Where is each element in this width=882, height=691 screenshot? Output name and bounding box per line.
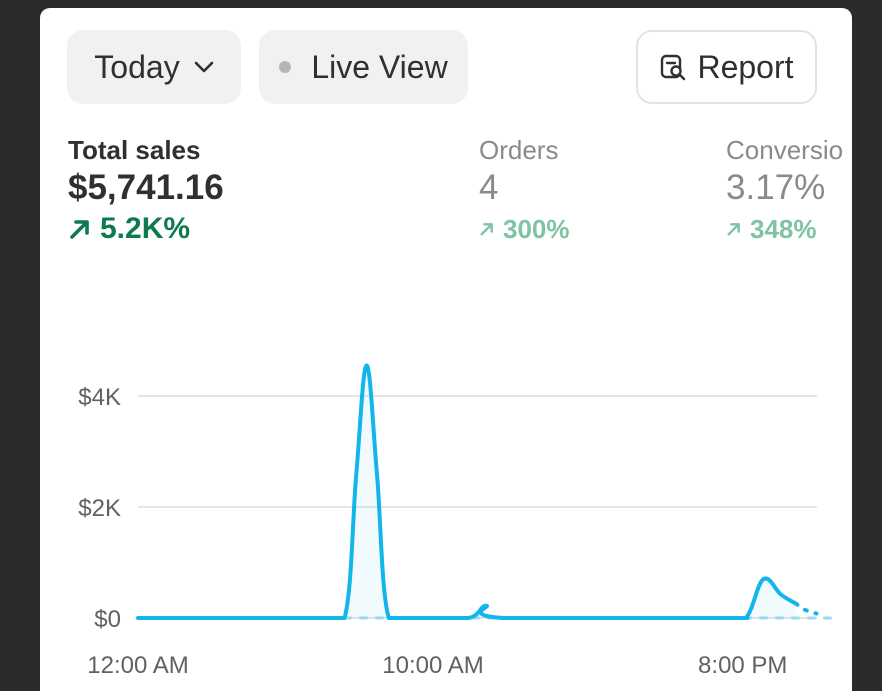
- arrow-up-right-icon: [479, 221, 495, 237]
- live-view-label: Live View: [311, 48, 448, 85]
- orders-label: Orders: [479, 135, 559, 165]
- y-tick-label: $4K: [78, 384, 121, 411]
- total-sales-metric[interactable]: Total sales $5,741.16 5.2K%: [68, 134, 224, 248]
- conversion-value: 3.17%: [726, 168, 826, 207]
- orders-change: 300%: [479, 210, 570, 248]
- report-label: Report: [697, 48, 794, 85]
- series-area: [138, 365, 796, 618]
- date-range-label: Today: [94, 48, 180, 85]
- x-tick-label: 10:00 AM: [382, 652, 483, 679]
- y-tick-label: $2K: [78, 495, 121, 522]
- report-icon: [659, 53, 687, 81]
- x-tick-label: 12:00 AM: [87, 652, 188, 679]
- sales-line-chart: $4K $2K $0 12:00 AM 10:00 AM 8:00 PM: [78, 363, 833, 679]
- total-sales-change-text: 5.2K%: [100, 212, 191, 245]
- arrow-up-right-icon: [726, 221, 742, 237]
- chart-gridlines: [138, 395, 817, 619]
- report-button[interactable]: Report: [636, 30, 817, 104]
- chart-series: [136, 363, 833, 621]
- x-axis-labels: 12:00 AM 10:00 AM 8:00 PM: [87, 652, 787, 679]
- series-line-dotted: [793, 601, 819, 616]
- total-sales-change: 5.2K%: [68, 210, 224, 248]
- conversion-label: Conversio: [726, 135, 844, 165]
- y-axis-labels: $4K $2K $0: [78, 384, 121, 633]
- x-tick-label: 8:00 PM: [698, 652, 787, 679]
- chevron-down-icon: [194, 61, 214, 73]
- y-tick-label: $0: [94, 606, 121, 633]
- total-sales-value: $5,741.16: [68, 168, 224, 207]
- live-view-button[interactable]: Live View: [259, 30, 468, 104]
- series-line-solid: [136, 363, 798, 621]
- conversion-change-text: 348%: [750, 214, 817, 244]
- total-sales-label: Total sales: [68, 135, 201, 165]
- date-range-dropdown[interactable]: Today: [67, 30, 241, 104]
- orders-metric[interactable]: Orders 4 300%: [479, 134, 570, 248]
- conversion-change: 348%: [726, 210, 843, 248]
- orders-value: 4: [479, 168, 499, 207]
- arrow-up-right-icon: [68, 217, 92, 241]
- conversion-metric[interactable]: Conversio 3.17% 348%: [726, 134, 843, 248]
- orders-change-text: 300%: [503, 214, 570, 244]
- sales-dashboard-card: Today Live View Report Total sales $5,74…: [40, 8, 852, 691]
- status-dot-icon: [279, 61, 292, 73]
